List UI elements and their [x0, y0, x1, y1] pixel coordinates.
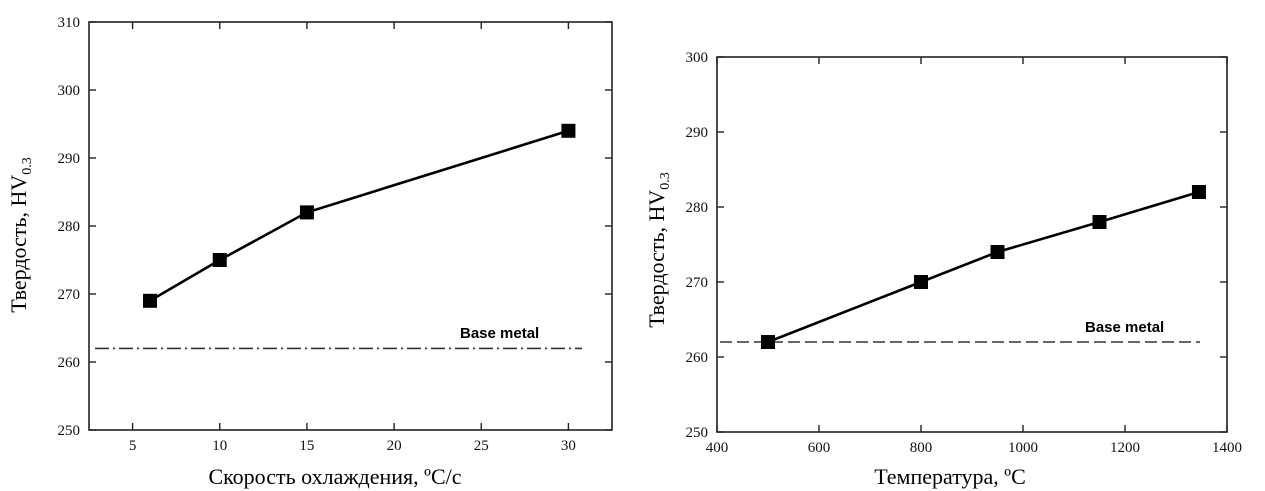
x-tick-label: 20	[387, 438, 402, 454]
hardness-series-line-left	[149, 129, 569, 302]
base-metal-label-left: Base metal	[460, 325, 539, 342]
data-point-marker	[1092, 215, 1107, 229]
y-tick-label: 260	[58, 355, 81, 371]
data-point-marker	[761, 335, 775, 349]
data-point-marker	[1191, 185, 1206, 199]
y-tick-label: 310	[58, 15, 81, 31]
y-tick-label: 290	[58, 151, 81, 167]
data-point-marker	[299, 205, 314, 220]
x-tick-label: 1000	[1008, 440, 1038, 456]
y-axis-label-left: Твердость, HV0.3	[6, 157, 35, 313]
x-tick-label: 600	[808, 440, 831, 456]
y-tick-label: 260	[686, 350, 709, 366]
y-tick-label: 290	[686, 125, 709, 141]
chart-cooling-rate: 250 260 270 280 290 300 310 5 10 15 20 25 30 Base me…	[6, 15, 613, 489]
y-tick-label: 300	[686, 50, 709, 66]
y-tick-label: 250	[58, 423, 81, 439]
x-tick-label: 25	[474, 438, 489, 454]
y-tick-label: 300	[58, 83, 81, 99]
y-tick-label: 270	[58, 287, 81, 303]
y-tick-label: 250	[686, 425, 709, 441]
data-point-marker	[561, 123, 576, 138]
y-tick-label: 280	[58, 219, 81, 235]
x-tick-label: 30	[561, 438, 576, 454]
plot-frame-right	[716, 56, 1228, 433]
y-tick-label: 280	[686, 200, 709, 216]
x-tick-label: 1200	[1110, 440, 1140, 456]
plot-frame-left	[88, 21, 613, 431]
data-point-marker	[990, 245, 1005, 259]
x-tick-label: 10	[212, 438, 227, 454]
data-point-marker	[143, 293, 158, 308]
x-tick-label: 5	[129, 438, 137, 454]
x-tick-label: 1400	[1212, 440, 1242, 456]
x-tick-label: 400	[706, 440, 729, 456]
x-axis-label-left: Скорость охлаждения, ºC/c	[208, 464, 461, 489]
x-axis-label-right: Температура, ºC	[874, 464, 1026, 489]
data-point-marker	[212, 253, 227, 267]
base-metal-label-right: Base metal	[1085, 319, 1164, 336]
x-tick-label: 15	[299, 438, 314, 454]
y-axis-label-right: Твердость, HV0.3	[644, 172, 673, 328]
data-point-marker	[914, 275, 928, 289]
y-tick-label: 270	[686, 275, 709, 291]
x-tick-label: 800	[910, 440, 933, 456]
